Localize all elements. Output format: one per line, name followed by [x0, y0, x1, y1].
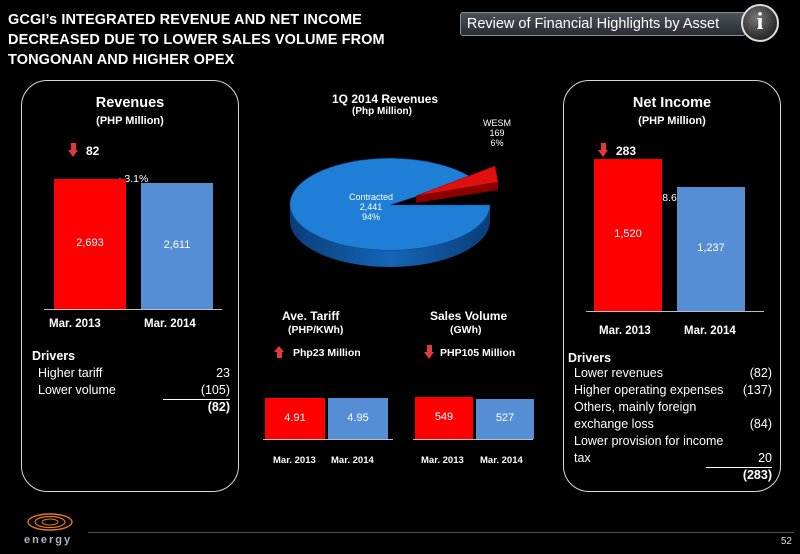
up-arrow-icon: [274, 346, 284, 359]
driver-label: exchange loss: [574, 417, 654, 431]
tariff-bar-2014: [328, 398, 388, 439]
driver-label: Others, mainly foreign: [574, 400, 697, 414]
driver-label: Lower provision for income: [574, 434, 724, 448]
volume-change: PHP105 Million: [440, 347, 516, 359]
driver-label: Lower volume: [38, 383, 116, 397]
revenues-drivers-list: Higher tariff 23 Lower volume (105) (82): [32, 365, 230, 416]
driver-row: Lower provision for income: [568, 433, 772, 450]
net-income-xtick-2014: Mar. 2014: [684, 325, 736, 337]
driver-total: (283): [742, 468, 772, 482]
driver-value: (137): [742, 383, 772, 397]
revenues-panel: Revenues (PHP Million) 82 - 3.1% 2,693 2…: [21, 80, 239, 492]
net-income-drivers-list: Lower revenues (82) Higher operating exp…: [568, 365, 772, 484]
driver-total-row: (283): [568, 467, 772, 484]
revenue-xtick-2014: Mar. 2014: [144, 318, 196, 330]
page-number: 52: [780, 536, 792, 547]
driver-row: Higher tariff 23: [32, 365, 230, 382]
net-income-title: Net Income: [632, 95, 712, 111]
energy-logo-text: energy: [24, 534, 73, 546]
driver-value: 23: [216, 366, 230, 380]
driver-value: (82): [749, 366, 772, 380]
revenues-unit: (PHP Million): [96, 115, 164, 127]
net-income-panel: Net Income (PHP Million) 283 - 18.6% 1,5…: [563, 80, 781, 492]
volume-axis: [413, 439, 533, 440]
tariff-unit: (PHP/KWh): [288, 324, 344, 336]
revenues-drivers-title: Drivers: [32, 349, 76, 363]
tariff-value-2013: 4.91: [284, 411, 306, 424]
revenues-change: 82: [86, 144, 100, 158]
driver-total-row: (82): [32, 399, 230, 416]
revenue-pie-chart: [289, 158, 499, 267]
section-banner: Review of Financial Highlights by Asset: [460, 12, 746, 36]
driver-label: Higher operating expenses: [574, 383, 724, 397]
volume-xtick-2014: Mar. 2014: [480, 455, 523, 466]
driver-label: Lower revenues: [574, 366, 663, 380]
volume-bar-2014: [476, 398, 534, 439]
volume-unit: (GWh): [450, 324, 482, 336]
tariff-xtick-2014: Mar. 2014: [331, 455, 374, 466]
pie-label-contracted-value: 2,441: [359, 202, 383, 212]
net-income-bar-2013: [594, 159, 662, 311]
pie-slice-contracted: [289, 158, 491, 251]
driver-value: (84): [749, 417, 772, 431]
pie-label-contracted-pct: 94%: [361, 212, 380, 222]
down-arrow-icon: [424, 345, 434, 360]
net-income-axis: [586, 311, 764, 312]
energy-logo-icon: [27, 513, 73, 531]
pie-label-contracted: Contracted 2,441 94%: [349, 192, 393, 222]
pie-title: 1Q 2014 Revenues: [332, 92, 439, 106]
pie-label-wesm-name: WESM: [483, 118, 511, 128]
revenue-value-2014: 2,611: [163, 238, 191, 251]
volume-bar-2013: [415, 397, 473, 439]
driver-row: Lower volume (105): [32, 382, 230, 400]
net-income-value-2013: 1,520: [614, 228, 642, 240]
tariff-bar-2013: [265, 398, 325, 439]
volume-xtick-2013: Mar. 2013: [421, 455, 464, 466]
volume-value-2014: 527: [495, 411, 515, 424]
driver-row: tax 20: [568, 450, 772, 468]
tariff-xtick-2013: Mar. 2013: [273, 455, 316, 466]
tariff-title: Ave. Tariff: [282, 309, 340, 323]
revenue-bar-2014: [141, 182, 213, 309]
slide-headline: GCGI’s INTEGRATED REVENUE AND NET INCOME…: [8, 12, 385, 68]
driver-row: Higher operating expenses (137): [568, 382, 772, 399]
net-income-unit: (PHP Million): [638, 115, 706, 127]
driver-label: Higher tariff: [38, 366, 103, 380]
driver-total: (82): [207, 400, 230, 414]
driver-label: tax: [574, 451, 591, 465]
revenue-xtick-2013: Mar. 2013: [49, 318, 101, 330]
driver-row: Others, mainly foreign: [568, 399, 772, 416]
pie-unit: (Php Million): [352, 106, 412, 117]
driver-value: (105): [162, 382, 230, 400]
revenue-value-2013: 2,693: [76, 237, 104, 249]
net-income-value-2014: 1,237: [697, 242, 725, 255]
pie-label-contracted-name: Contracted: [349, 192, 394, 202]
down-arrow-icon: [598, 143, 608, 158]
net-income-drivers-title: Drivers: [568, 351, 612, 365]
tariff-axis: [263, 439, 393, 440]
driver-value: 20: [706, 450, 772, 468]
revenues-title: Revenues: [95, 95, 165, 111]
driver-row: exchange loss (84): [568, 416, 772, 433]
info-icon[interactable]: i: [741, 4, 779, 42]
net-income-bar-2014: [677, 187, 745, 311]
pie-label-wesm-value: 169: [489, 128, 505, 138]
revenue-bar-2013: [54, 179, 126, 309]
net-income-xtick-2013: Mar. 2013: [599, 325, 651, 337]
tariff-value-2014: 4.95: [347, 411, 369, 424]
pie-label-wesm-pct: 6%: [490, 138, 504, 148]
pie-slice-wesm-side: [416, 182, 498, 203]
net-income-change: 283: [616, 144, 637, 158]
pie-label-wesm: WESM 169 6%: [483, 118, 511, 148]
volume-title: Sales Volume: [430, 309, 508, 323]
driver-row: Lower revenues (82): [568, 365, 772, 382]
volume-value-2013: 549: [434, 411, 454, 423]
tariff-change: Php23 Million: [293, 347, 361, 359]
footer-divider: [88, 532, 794, 533]
revenue-axis: [44, 309, 222, 310]
down-arrow-icon: [68, 143, 78, 158]
